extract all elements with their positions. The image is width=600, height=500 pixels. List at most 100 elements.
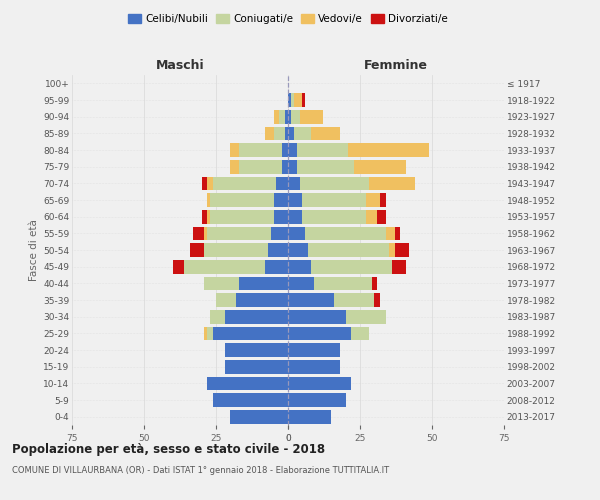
Bar: [389, 243, 395, 257]
Bar: [291, 110, 299, 124]
Bar: [288, 310, 346, 324]
Bar: [288, 243, 308, 257]
Bar: [202, 176, 208, 190]
Bar: [205, 276, 239, 290]
Bar: [294, 93, 302, 107]
Bar: [230, 410, 288, 424]
Bar: [193, 226, 205, 240]
Bar: [296, 143, 349, 157]
Bar: [299, 176, 368, 190]
Bar: [296, 160, 354, 173]
Bar: [210, 193, 274, 207]
Bar: [285, 110, 288, 124]
Bar: [268, 243, 288, 257]
Bar: [311, 260, 392, 274]
Bar: [392, 260, 406, 274]
Bar: [202, 210, 208, 224]
Bar: [205, 326, 208, 340]
Bar: [173, 260, 184, 274]
Bar: [352, 326, 368, 340]
Legend: Celibi/Nubili, Coniugati/e, Vedovi/e, Divorziati/e: Celibi/Nubili, Coniugati/e, Vedovi/e, Di…: [124, 10, 452, 29]
Bar: [349, 143, 429, 157]
Bar: [274, 110, 280, 124]
Bar: [205, 243, 268, 257]
Bar: [288, 176, 299, 190]
Bar: [366, 193, 380, 207]
Bar: [302, 93, 305, 107]
Bar: [282, 160, 288, 173]
Bar: [230, 143, 239, 157]
Bar: [288, 360, 340, 374]
Bar: [213, 176, 277, 190]
Bar: [311, 126, 340, 140]
Bar: [230, 160, 239, 173]
Bar: [288, 193, 302, 207]
Bar: [288, 110, 291, 124]
Bar: [380, 193, 386, 207]
Bar: [288, 410, 331, 424]
Bar: [294, 126, 311, 140]
Bar: [239, 276, 288, 290]
Bar: [302, 210, 366, 224]
Bar: [285, 126, 288, 140]
Bar: [314, 276, 371, 290]
Bar: [274, 193, 288, 207]
Bar: [288, 93, 291, 107]
Bar: [354, 160, 406, 173]
Bar: [210, 210, 274, 224]
Bar: [288, 210, 302, 224]
Bar: [288, 143, 296, 157]
Bar: [302, 193, 366, 207]
Bar: [288, 160, 296, 173]
Bar: [377, 210, 386, 224]
Bar: [224, 310, 288, 324]
Bar: [395, 243, 409, 257]
Bar: [208, 176, 213, 190]
Bar: [386, 226, 395, 240]
Bar: [236, 293, 288, 307]
Y-axis label: Anni di nascita: Anni di nascita: [598, 212, 600, 288]
Bar: [288, 276, 314, 290]
Bar: [288, 126, 294, 140]
Bar: [210, 310, 224, 324]
Bar: [288, 260, 311, 274]
Bar: [208, 193, 210, 207]
Bar: [308, 243, 389, 257]
Bar: [291, 93, 294, 107]
Bar: [368, 176, 415, 190]
Bar: [208, 210, 210, 224]
Bar: [224, 360, 288, 374]
Bar: [190, 243, 205, 257]
Bar: [213, 393, 288, 407]
Bar: [288, 393, 346, 407]
Bar: [282, 143, 288, 157]
Bar: [395, 226, 400, 240]
Title: Maschi: Maschi: [155, 60, 205, 72]
Bar: [239, 143, 282, 157]
Bar: [305, 226, 386, 240]
Bar: [277, 176, 288, 190]
Bar: [265, 260, 288, 274]
Bar: [213, 326, 288, 340]
Bar: [224, 343, 288, 357]
Bar: [334, 293, 374, 307]
Bar: [288, 226, 305, 240]
Bar: [274, 210, 288, 224]
Bar: [184, 260, 265, 274]
Bar: [288, 326, 352, 340]
Bar: [280, 110, 285, 124]
Bar: [288, 343, 340, 357]
Bar: [265, 126, 274, 140]
Bar: [299, 110, 323, 124]
Text: Popolazione per età, sesso e stato civile - 2018: Popolazione per età, sesso e stato civil…: [12, 442, 325, 456]
Bar: [208, 226, 271, 240]
Bar: [239, 160, 282, 173]
Bar: [274, 126, 285, 140]
Bar: [371, 276, 377, 290]
Bar: [271, 226, 288, 240]
Bar: [288, 293, 334, 307]
Bar: [216, 293, 236, 307]
Y-axis label: Fasce di età: Fasce di età: [29, 219, 39, 281]
Bar: [366, 210, 377, 224]
Bar: [374, 293, 380, 307]
